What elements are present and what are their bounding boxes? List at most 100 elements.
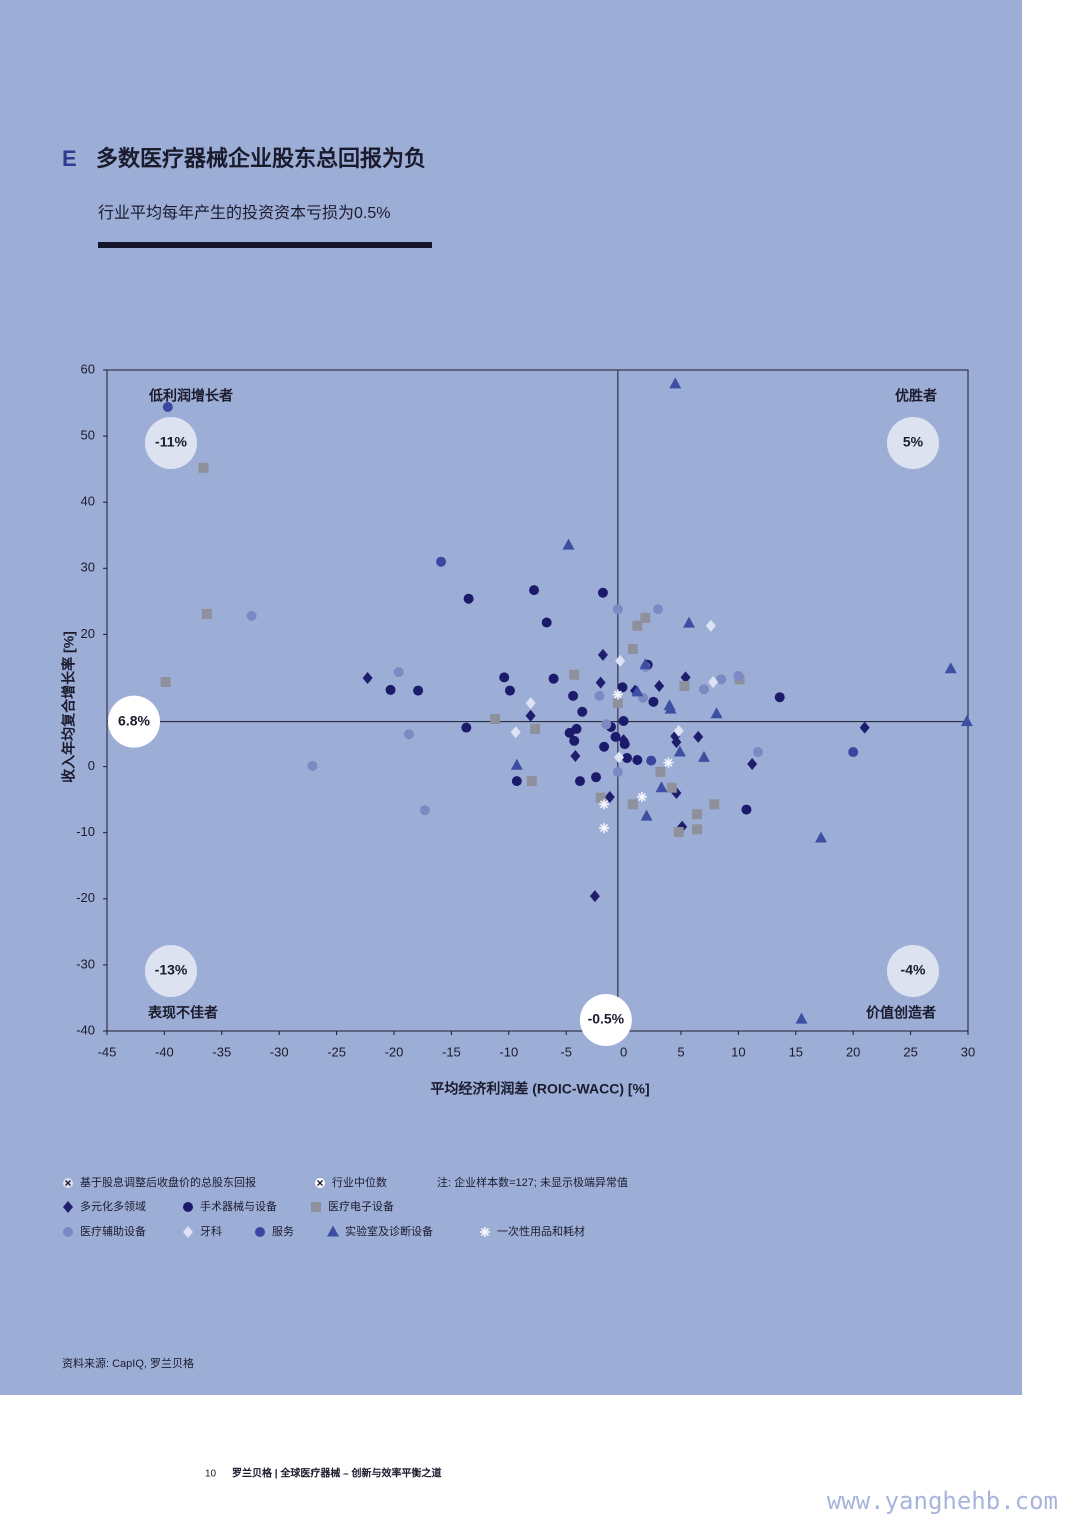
x-tick-label: -35 — [212, 1044, 231, 1059]
point — [640, 612, 651, 623]
y-tick-label: 0 — [88, 758, 95, 773]
y-axis-label: 收入年均复合增长率 [%] — [61, 631, 77, 783]
point — [618, 715, 629, 726]
x-tick-label: -25 — [327, 1044, 346, 1059]
median-label-y: 6.8% — [118, 712, 150, 728]
quadrant-value: 5% — [903, 434, 924, 450]
point — [461, 722, 472, 733]
x-tick-label: 30 — [961, 1044, 975, 1059]
legend-text: 医疗辅助设备 — [80, 1224, 146, 1238]
point — [698, 684, 709, 695]
x-tick-label: -5 — [560, 1044, 572, 1059]
point — [490, 714, 501, 725]
quadrant-value: -4% — [901, 962, 926, 978]
point — [960, 715, 973, 727]
point — [564, 727, 575, 738]
point — [673, 724, 684, 737]
point — [733, 671, 744, 682]
point — [774, 692, 785, 703]
x-tick-label: -45 — [98, 1044, 117, 1059]
point — [648, 696, 659, 707]
point — [673, 827, 684, 838]
point — [385, 684, 396, 695]
point — [201, 608, 212, 619]
legend-text: 牙科 — [200, 1224, 222, 1238]
legend-text: 注: 企业样本数=127; 未显示极端异常值 — [437, 1175, 628, 1189]
point — [671, 736, 682, 749]
title: 多数医疗器械企业股东总回报为负 — [96, 146, 426, 171]
source: 资料来源: CapIQ, 罗兰贝格 — [62, 1356, 194, 1370]
x-tick-label: 20 — [846, 1044, 860, 1059]
point — [599, 823, 610, 834]
y-tick-label: 20 — [81, 626, 95, 641]
y-tick-label: 50 — [81, 428, 95, 443]
point — [692, 809, 703, 820]
point — [716, 674, 727, 685]
y-tick-label: 40 — [81, 494, 95, 509]
legend-marker — [183, 1202, 193, 1212]
point — [160, 676, 171, 687]
point — [403, 729, 414, 740]
point — [615, 654, 626, 667]
x-tick-label: 0 — [620, 1044, 627, 1059]
point — [589, 890, 600, 903]
point — [525, 709, 536, 722]
point — [683, 616, 696, 628]
legend-marker — [311, 1202, 321, 1212]
point — [693, 730, 704, 743]
point — [710, 707, 723, 719]
x-tick-label: -30 — [270, 1044, 289, 1059]
x-tick-label: 10 — [731, 1044, 745, 1059]
point — [594, 690, 605, 701]
legend-text: 一次性用品和耗材 — [497, 1224, 585, 1238]
point — [529, 585, 540, 596]
point — [747, 757, 758, 770]
y-tick-label: 30 — [81, 560, 95, 575]
quadrant-value: -13% — [155, 962, 188, 978]
point — [697, 750, 710, 762]
legend-marker — [480, 1227, 490, 1237]
legend-marker — [255, 1227, 265, 1237]
point — [595, 792, 606, 803]
point — [246, 610, 257, 621]
point — [636, 792, 647, 803]
point — [499, 672, 510, 683]
point — [612, 766, 623, 777]
quadrant-badge — [887, 417, 939, 469]
point — [705, 619, 716, 632]
point — [570, 750, 581, 763]
quadrant-name: 表现不佳者 — [147, 1005, 218, 1021]
point — [646, 755, 657, 766]
point — [525, 697, 536, 710]
point — [610, 731, 621, 742]
quadrant-badge — [887, 945, 939, 997]
legend-text: 医疗电子设备 — [328, 1199, 394, 1213]
point — [591, 772, 602, 783]
point — [666, 782, 677, 793]
point — [568, 690, 579, 701]
point — [599, 741, 610, 752]
point — [599, 799, 610, 810]
legend-marker — [317, 1180, 323, 1186]
legend-marker — [327, 1225, 339, 1237]
x-tick-label: 25 — [903, 1044, 917, 1059]
point — [541, 617, 552, 628]
section-letter: E — [62, 146, 77, 171]
point — [669, 377, 682, 389]
point — [679, 680, 690, 691]
point — [530, 723, 541, 734]
point — [692, 824, 703, 835]
legend-text: 基于股息调整后收盘价的总股东回报 — [80, 1175, 256, 1189]
y-tick-label: 60 — [81, 361, 95, 376]
point — [639, 658, 652, 670]
x-tick-label: -10 — [499, 1044, 518, 1059]
quadrant-name: 价值创造者 — [866, 1005, 936, 1021]
legend-text: 行业中位数 — [332, 1175, 387, 1189]
legend-text: 实验室及诊断设备 — [345, 1224, 433, 1238]
point — [680, 671, 691, 684]
y-tick-label: -20 — [76, 890, 95, 905]
point — [569, 669, 580, 680]
point — [627, 799, 638, 810]
